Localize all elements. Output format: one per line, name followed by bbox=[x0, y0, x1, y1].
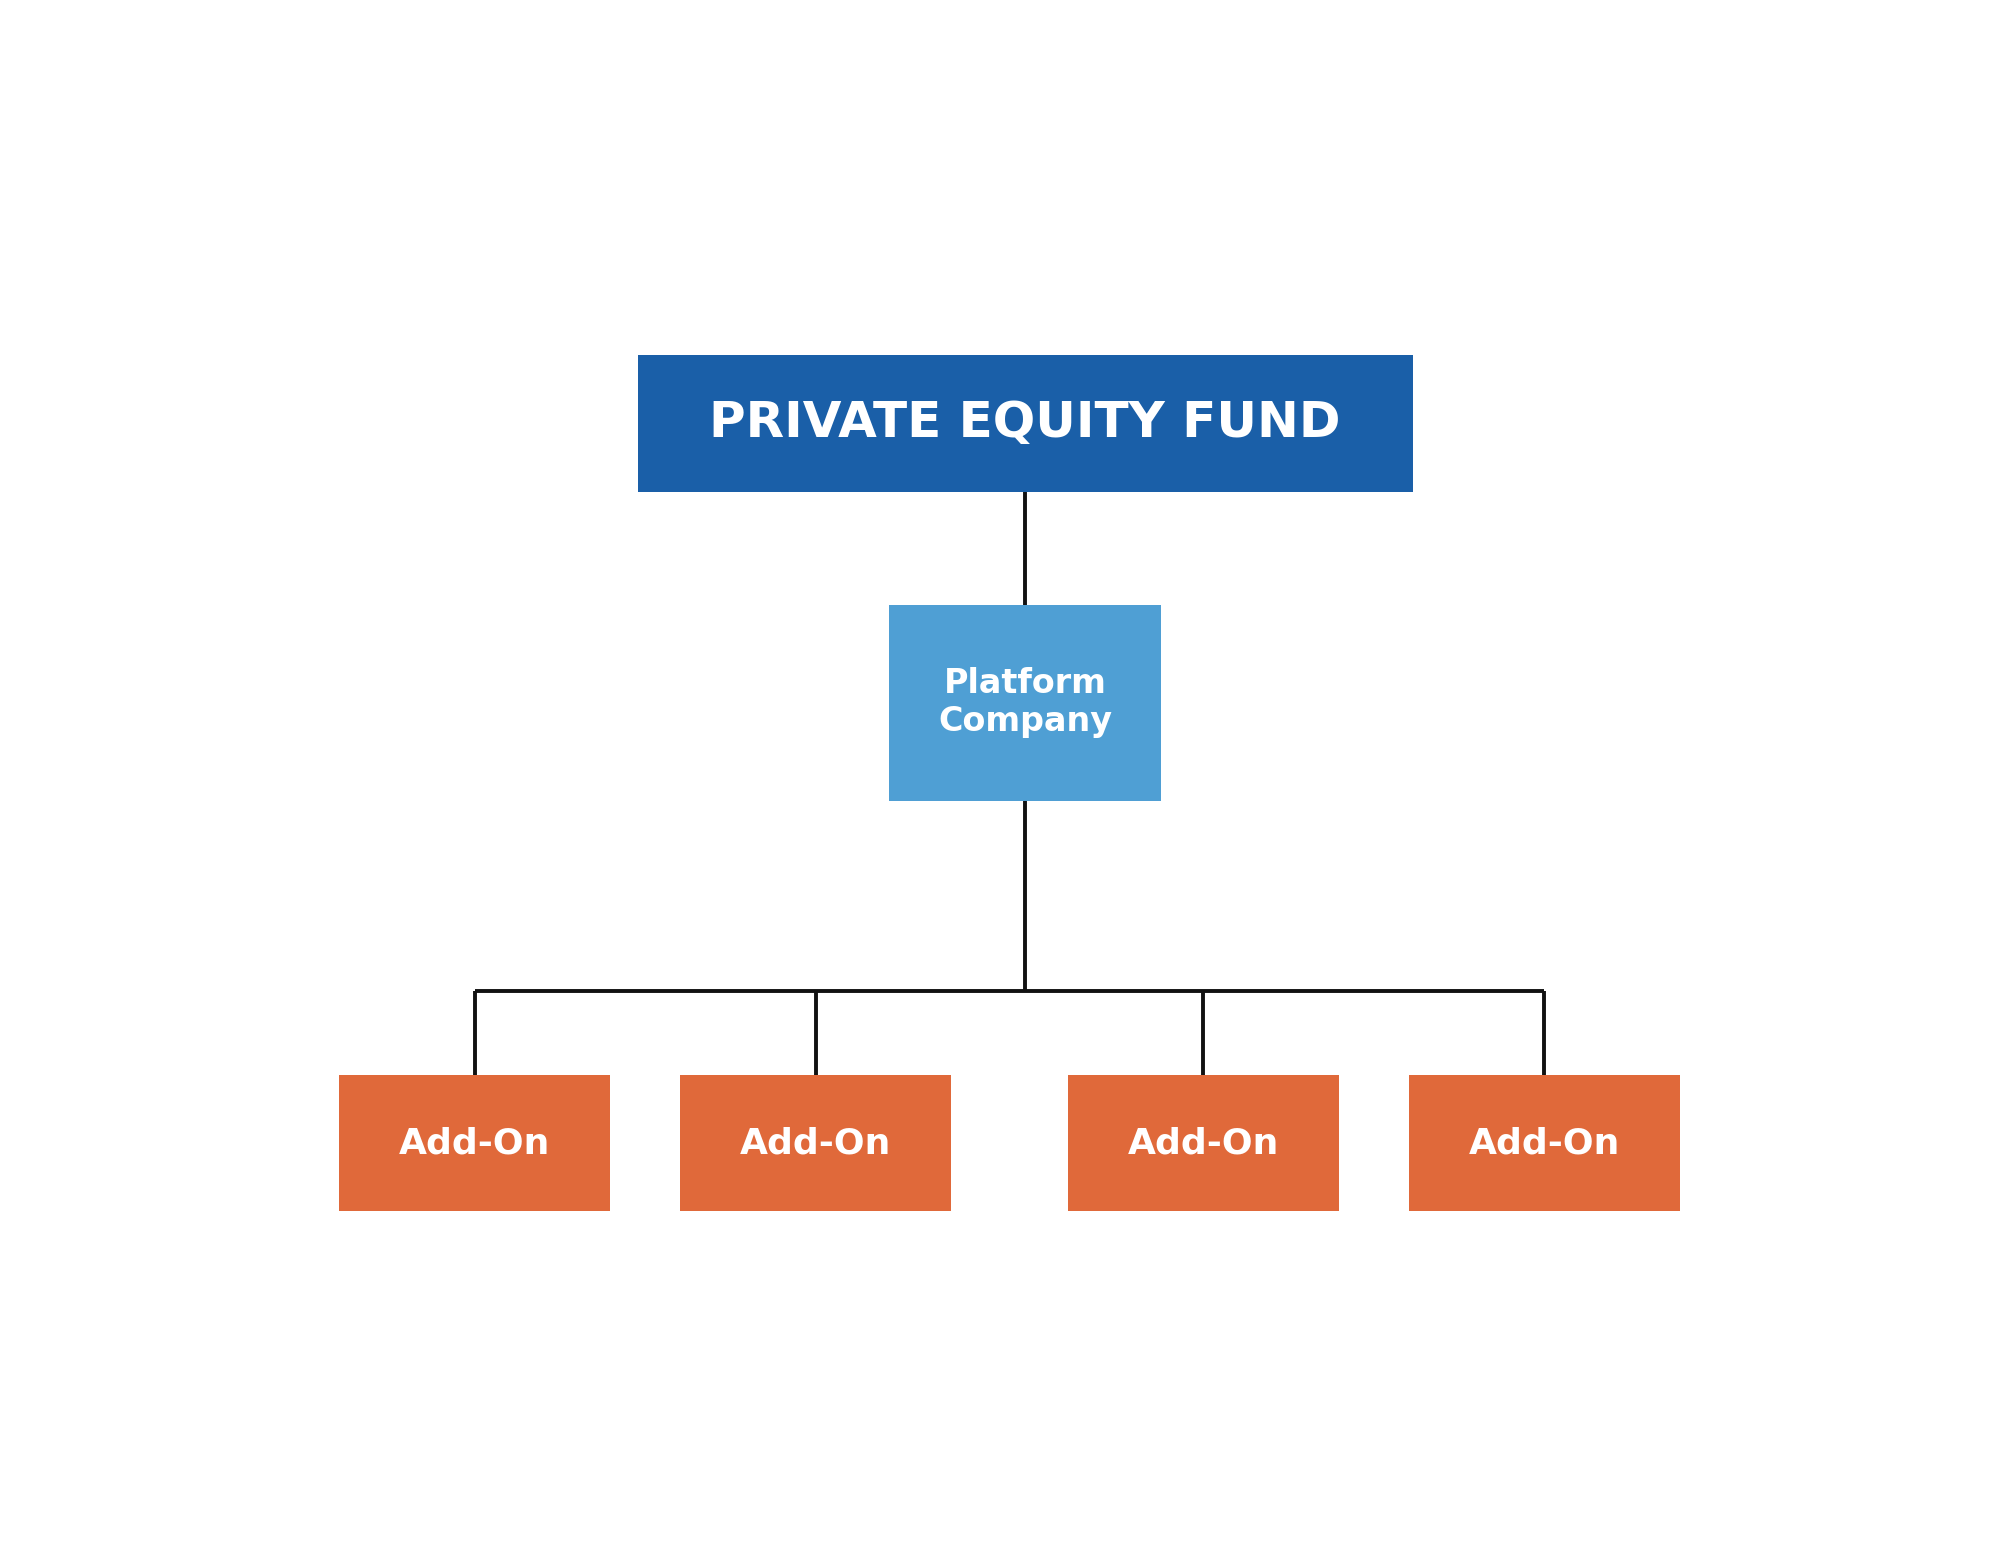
FancyBboxPatch shape bbox=[1068, 1075, 1338, 1211]
Text: Add-On: Add-On bbox=[740, 1126, 892, 1160]
FancyBboxPatch shape bbox=[890, 604, 1160, 800]
Text: PRIVATE EQUITY FUND: PRIVATE EQUITY FUND bbox=[710, 399, 1340, 448]
Text: Add-On: Add-On bbox=[1468, 1126, 1620, 1160]
FancyBboxPatch shape bbox=[340, 1075, 610, 1211]
FancyBboxPatch shape bbox=[680, 1075, 952, 1211]
Text: Add-On: Add-On bbox=[400, 1126, 550, 1160]
FancyBboxPatch shape bbox=[1408, 1075, 1680, 1211]
FancyBboxPatch shape bbox=[638, 355, 1412, 491]
Text: Platform
Company: Platform Company bbox=[938, 667, 1112, 739]
Text: Add-On: Add-On bbox=[1128, 1126, 1278, 1160]
